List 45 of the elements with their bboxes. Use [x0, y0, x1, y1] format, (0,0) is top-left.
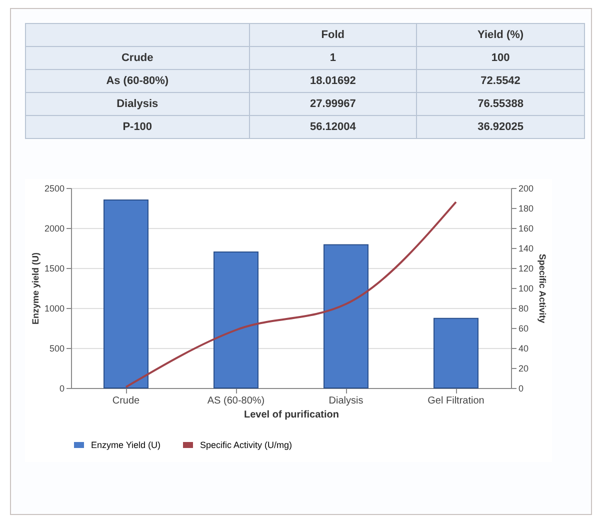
text: As (60-80%): [26, 70, 250, 92]
y2-tick-label: 180: [518, 204, 534, 214]
text: 56.12004: [249, 116, 417, 138]
y-axis-title: Enzyme yield (U): [30, 252, 40, 325]
text: 72.5542: [416, 70, 584, 92]
y2-tick-label: 140: [518, 244, 534, 254]
y2-tick-label: 40: [518, 344, 529, 354]
y2-tick-label: 80: [518, 304, 529, 314]
text: 27.99967: [249, 92, 417, 116]
y-tick-label: 1000: [44, 304, 64, 314]
text: P-100: [26, 116, 250, 138]
x-axis-title: Level of purification: [244, 410, 340, 420]
x-tick-label: Gel Filtration: [428, 396, 484, 406]
y-tick-label: 500: [49, 344, 64, 354]
bar: [434, 318, 478, 388]
y2-tick-label: 0: [518, 384, 524, 394]
line-series: [125, 201, 457, 388]
legend-label: Enzyme Yield (U): [91, 440, 161, 450]
legend-label: Specific Activity (U/mg): [200, 440, 292, 450]
text: Fold: [249, 24, 417, 46]
y2-tick-label: 160: [518, 224, 534, 234]
text: Crude: [26, 46, 250, 70]
y-tick-label: 1500: [44, 264, 64, 274]
y-tick-label: 0: [59, 384, 64, 394]
y-tick-label: 2000: [44, 224, 64, 234]
y2-tick-label: 20: [518, 364, 529, 374]
bar: [214, 252, 258, 388]
text: 76.55388: [416, 92, 584, 116]
text: 36.92025: [416, 116, 584, 138]
text: 100: [416, 46, 584, 70]
bar: [104, 200, 148, 388]
y2-tick-label: 200: [518, 184, 534, 194]
y2-axis-title: Specific Activity: [538, 254, 548, 324]
y2-tick-label: 60: [518, 324, 529, 334]
x-tick-label: AS (60-80%): [207, 396, 265, 406]
bar: [324, 244, 368, 388]
text: 1: [249, 46, 417, 70]
text: Dialysis: [26, 92, 250, 116]
text: 18.01692: [249, 70, 417, 92]
y-tick-label: 2500: [44, 184, 64, 194]
x-tick-label: Dialysis: [328, 396, 364, 406]
text: Yield (%): [416, 24, 584, 46]
x-tick-label: Crude: [112, 396, 140, 406]
y2-tick-label: 100: [518, 284, 534, 294]
y2-tick-label: 120: [518, 264, 534, 274]
